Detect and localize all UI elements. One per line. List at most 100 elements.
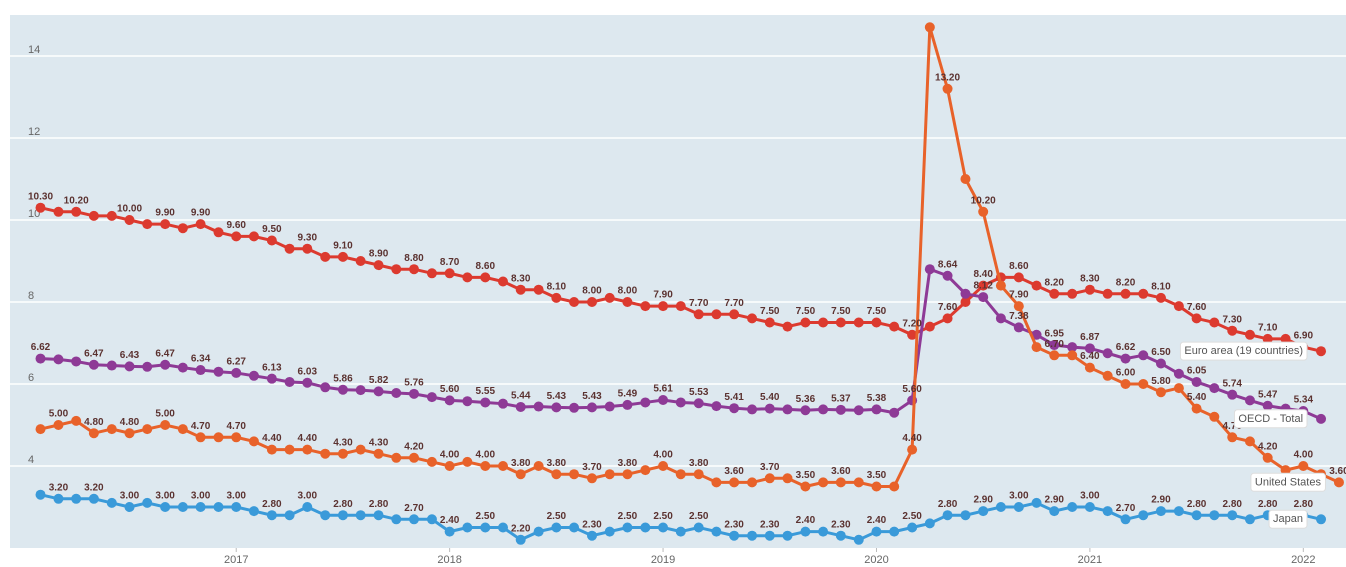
value-label: 7.38 [1009, 311, 1029, 322]
value-label: 2.80 [1223, 499, 1243, 510]
data-point [711, 401, 722, 412]
data-point [835, 530, 846, 541]
value-label: 8.40 [973, 269, 993, 280]
data-point [1227, 432, 1238, 443]
data-point [213, 502, 224, 512]
value-label: 2.50 [618, 511, 638, 522]
data-point [213, 227, 224, 238]
data-point [88, 493, 99, 504]
value-label: 3.00 [1009, 491, 1029, 502]
data-point [604, 469, 615, 480]
data-point [231, 502, 242, 512]
value-label: 2.70 [1116, 503, 1136, 514]
data-point [160, 219, 171, 230]
data-point [177, 223, 188, 234]
data-point [907, 522, 918, 533]
data-point [426, 456, 437, 467]
data-point [1102, 288, 1113, 299]
data-point [1333, 477, 1344, 488]
value-label: 2.40 [796, 515, 816, 526]
data-point [818, 477, 829, 488]
value-label: 2.30 [831, 519, 851, 530]
data-point [871, 481, 882, 492]
value-label: 4.80 [120, 417, 140, 428]
y-tick-label: 12 [28, 126, 40, 138]
data-point [248, 231, 259, 242]
value-label: 3.80 [547, 458, 567, 469]
data-point [889, 526, 900, 537]
data-point [409, 514, 420, 525]
data-point [551, 402, 562, 413]
data-point [604, 401, 615, 412]
data-point [266, 373, 277, 384]
value-label: 6.13 [262, 362, 282, 373]
data-point [497, 276, 508, 287]
data-point [1209, 510, 1220, 521]
data-point [871, 404, 882, 415]
value-label: 3.50 [796, 470, 816, 481]
data-point [747, 313, 758, 324]
data-point [1155, 292, 1166, 303]
data-point [871, 317, 882, 328]
data-point [569, 469, 580, 480]
data-point [818, 317, 829, 328]
data-point [1262, 333, 1273, 344]
legend-box [1233, 409, 1308, 429]
data-point [177, 424, 188, 435]
data-point [533, 284, 544, 295]
value-label: 8.20 [1116, 277, 1136, 288]
data-point [1084, 362, 1095, 373]
data-point [978, 280, 989, 291]
data-point [533, 526, 544, 537]
data-point [1138, 379, 1149, 389]
data-point [248, 370, 259, 381]
value-label: 7.90 [653, 290, 673, 301]
value-label: 2.80 [1258, 499, 1278, 510]
value-label: 2.50 [547, 511, 567, 522]
data-point [355, 256, 366, 266]
data-point [177, 502, 188, 512]
data-point [35, 424, 46, 435]
data-point [142, 497, 153, 508]
value-label: 2.50 [902, 511, 922, 522]
value-label: 2.70 [404, 503, 424, 514]
data-point [106, 497, 117, 508]
value-label: 6.27 [226, 357, 246, 368]
value-label: 6.47 [84, 348, 104, 359]
data-point [604, 526, 615, 537]
data-point [1067, 350, 1078, 361]
data-point [835, 317, 846, 328]
data-point [462, 272, 473, 283]
value-label: 5.40 [760, 392, 780, 403]
data-point [71, 415, 82, 426]
data-point [284, 510, 295, 521]
value-label: 6.70 [1045, 339, 1065, 350]
data-point [782, 404, 793, 415]
value-label: 4.00 [653, 450, 673, 461]
value-label: 2.40 [867, 515, 887, 526]
data-point [995, 502, 1006, 512]
value-label: 5.37 [831, 393, 851, 404]
value-label: 6.50 [1151, 347, 1171, 358]
data-point [1191, 510, 1202, 521]
value-label: 9.90 [155, 208, 175, 219]
data-point [729, 530, 740, 541]
value-label: 5.53 [689, 387, 709, 398]
data-point [1298, 461, 1309, 471]
data-point [1102, 370, 1113, 381]
data-point [1316, 514, 1327, 525]
value-label: 8.10 [1151, 282, 1171, 293]
data-point [533, 401, 544, 412]
value-label: 3.00 [191, 491, 211, 502]
data-point [480, 461, 491, 471]
data-point [747, 404, 758, 415]
value-label: 5.44 [511, 391, 531, 402]
data-point [266, 510, 277, 521]
value-label: 5.74 [1223, 378, 1243, 389]
value-label: 4.00 [1294, 450, 1314, 461]
data-point [729, 477, 740, 488]
lines [35, 22, 1344, 545]
data-point [266, 235, 277, 246]
data-point [320, 510, 331, 521]
value-label: 5.61 [653, 384, 673, 395]
